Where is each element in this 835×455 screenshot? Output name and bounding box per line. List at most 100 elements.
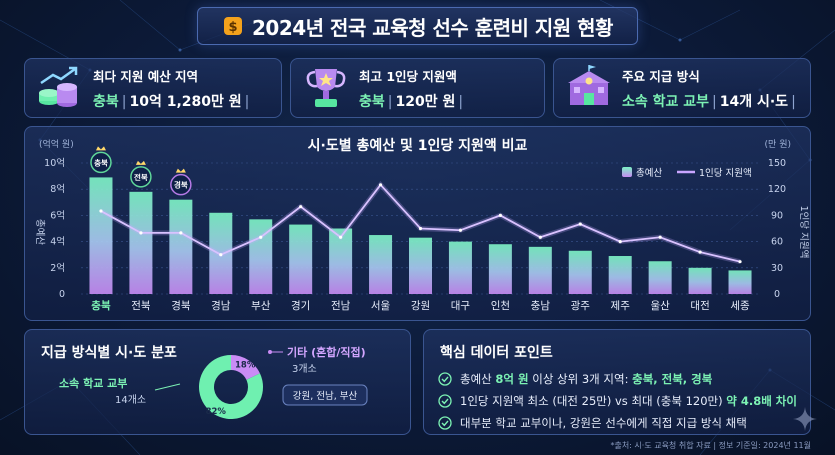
key-points-title: 핵심 데이터 포인트: [440, 345, 553, 361]
key-point-item: 대부분 학교 교부이나, 강원은 선수에게 직접 지급 방식 채택: [438, 412, 797, 434]
donut-count-other: 3개소: [292, 363, 317, 375]
x-tick-label: 부산: [251, 300, 271, 312]
y2-tick-label: 150: [768, 158, 786, 169]
check-circle-icon: [438, 394, 452, 408]
line-point: [299, 205, 303, 209]
x-tick-label: 서울: [371, 300, 391, 312]
line-point: [378, 183, 383, 187]
crown-badge-icon: [170, 173, 192, 196]
x-tick-label: 대전: [690, 300, 709, 312]
x-tick-label: 경북: [171, 299, 191, 312]
bar-경북: [169, 199, 193, 294]
coin-stack-growth-icon: [39, 66, 78, 107]
x-tick-label: 대구: [451, 300, 471, 312]
donut-pct-label: 18%: [235, 361, 256, 371]
line-point: [139, 231, 143, 235]
line-point: [538, 235, 542, 239]
check-circle-icon: [438, 372, 452, 386]
bar-세종: [728, 270, 752, 294]
kpi-card-max-per-person: 최고 1인당 지원액 충북 | 120만 원 |: [290, 58, 545, 118]
bar-충북: [89, 177, 113, 294]
kpi-value: 충북 | 120만 원 |: [359, 93, 464, 110]
donut-pct-label: 82%: [206, 407, 227, 417]
y-axis-label: 총예산: [34, 219, 45, 245]
line-point: [618, 240, 622, 244]
donut-title: 지급 방식별 시·도 분포: [41, 345, 177, 361]
crown-icon: [175, 168, 186, 173]
donut-chart: 18% 82% 소속 학교 교부 14개소 기타 (혼합/직접) 3개소 강원, …: [59, 345, 368, 419]
y2-axis-label: 1인당 지원액: [798, 206, 810, 259]
bar-부산: [249, 219, 273, 294]
bar-울산: [648, 261, 672, 294]
line-point: [698, 250, 702, 254]
line-point: [99, 209, 103, 213]
kpi-card-max-budget: 최다 지원 예산 지역 충북 | 10억 1,280만 원 |: [24, 58, 282, 118]
y2-tick-label: 0: [774, 289, 780, 300]
kpi-value: 충북 | 10억 1,280만 원 |: [93, 93, 250, 110]
donut-count-school: 14개소: [115, 394, 146, 406]
y-tick-label: 4억: [50, 236, 65, 248]
line-point: [418, 226, 423, 231]
line-point: [219, 253, 223, 257]
y2-tick-label: 90: [771, 210, 783, 221]
page-title: 2024년 전국 교육청 선수 훈련비 지원 현황: [252, 15, 613, 40]
crown-badge-icon: [90, 151, 112, 174]
kpi-label: 주요 지급 방식: [622, 68, 700, 84]
line-point: [738, 260, 742, 264]
y-tick-label: 6억: [50, 209, 65, 221]
x-tick-label: 인천: [491, 300, 510, 312]
donut-slice: [199, 355, 263, 419]
line-point: [578, 222, 582, 226]
donut-label-other: 기타 (혼합/직접): [287, 345, 366, 359]
crown-icon: [135, 160, 146, 165]
kpi-value: 소속 학교 교부 | 14개 시·도 |: [622, 93, 796, 110]
bar-전남: [329, 228, 353, 294]
x-tick-label: 경기: [291, 299, 310, 312]
bar-대구: [448, 241, 472, 294]
legend-line-label: 1인당 지원액: [699, 167, 752, 179]
y2-axis-unit: (만 원): [765, 139, 791, 150]
line-point: [498, 213, 502, 217]
bar-전북: [129, 191, 153, 294]
x-tick-label: 충북: [91, 299, 111, 312]
key-point-item: 총예산 8억 원 이상 상위 3개 지역: 충북, 전북, 경북: [438, 368, 797, 390]
svg-text:$: $: [228, 20, 237, 35]
y-tick-label: 0: [59, 289, 65, 300]
check-circle-icon: [438, 416, 452, 430]
school-building-icon: [568, 65, 610, 105]
crown-icon: [95, 146, 106, 151]
bar-서울: [369, 235, 393, 294]
line-point: [179, 231, 183, 235]
bar-광주: [568, 250, 592, 294]
badge-label: 충북: [94, 157, 108, 167]
y2-tick-label: 60: [771, 237, 783, 248]
x-tick-label: 울산: [650, 300, 670, 312]
bar-인천: [488, 244, 512, 294]
key-points-panel: 핵심 데이터 포인트 총예산 8억 원 이상 상위 3개 지역: 충북, 전북,…: [423, 329, 817, 435]
bar-제주: [608, 256, 632, 294]
badge-label: 전북: [134, 172, 148, 182]
bar-경기: [289, 224, 313, 294]
badge-label: 경북: [174, 180, 188, 190]
line-point: [658, 235, 662, 239]
line-point: [339, 235, 343, 239]
title-banner: $ 2024년 전국 교육청 선수 훈련비 지원 현황: [197, 7, 638, 45]
legend-bar-label: 총예산: [636, 168, 662, 179]
money-bag-icon: $: [224, 17, 243, 35]
bar-충남: [528, 246, 552, 294]
y2-tick-label: 30: [771, 263, 783, 274]
x-tick-label: 광주: [571, 300, 591, 312]
x-tick-label: 제주: [611, 300, 631, 312]
y-tick-label: 2억: [50, 262, 65, 274]
kpi-label: 최고 1인당 지원액: [359, 68, 457, 84]
bar-강원: [409, 237, 432, 294]
donut-slice: [231, 355, 260, 380]
combo-chart: (억억 원) (만 원) 총예산 1인당 지원액 총예산 1인당 지원액 0 2억…: [34, 138, 810, 312]
x-tick-label: 세종: [730, 300, 750, 312]
sparkle-icon: [793, 407, 817, 431]
x-tick-label: 경남: [211, 299, 231, 312]
donut-note: 강원, 전남, 부산: [293, 391, 358, 402]
x-tick-label: 전북: [131, 300, 151, 312]
crown-badge-icon: [130, 166, 152, 188]
kpi-label: 최다 지원 예산 지역: [93, 68, 199, 84]
